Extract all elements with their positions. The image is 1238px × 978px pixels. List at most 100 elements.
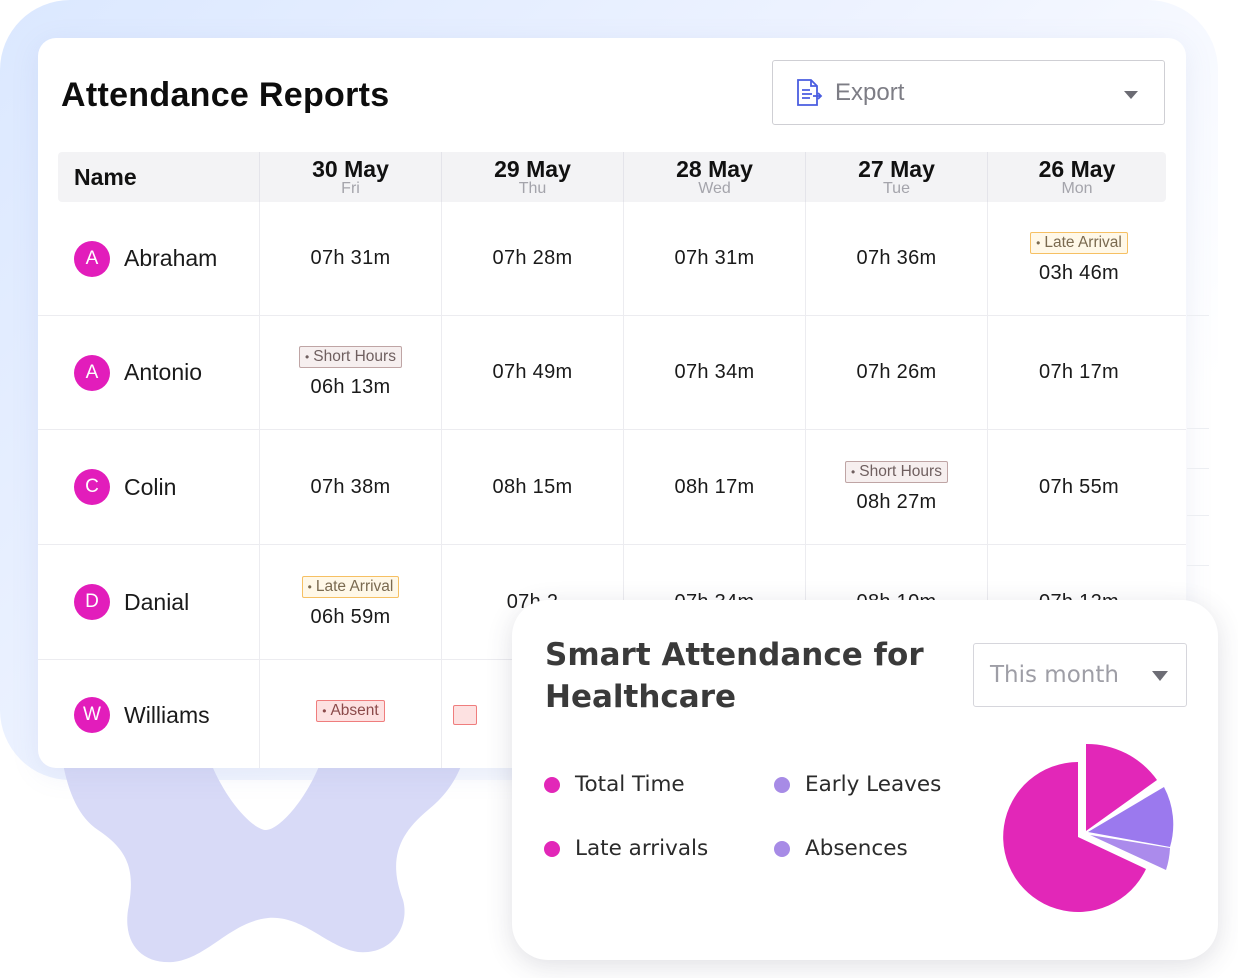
chevron-down-icon [1124,91,1138,99]
header-date: 27 May [858,156,935,182]
legend-label: Late arrivals [575,836,709,861]
attendance-cell[interactable]: 07h 34m [624,316,806,429]
export-dropdown[interactable]: Export [772,60,1165,125]
absent-badge [452,705,477,725]
attendance-cell[interactable]: Absent [260,660,442,768]
header-date: 28 May [676,156,753,182]
legend-absences: Absences [774,836,908,861]
header-date: 29 May [494,156,571,182]
late-arrival-badge: Late Arrival [301,575,400,598]
attendance-cell[interactable]: 07h 28m [442,202,624,315]
chevron-down-icon [1152,671,1168,681]
attendance-cell[interactable]: 08h 15m [442,430,624,544]
legend-dot [544,776,560,793]
page-title: Attendance Reports [61,76,390,114]
date-column-header[interactable]: 30 May Fri [260,152,442,202]
worked-time: 06h 13m [310,376,391,398]
attendance-pie-chart [1003,743,1174,912]
legend-late-arrivals: Late arrivals [544,836,708,861]
late-arrival-badge: Late Arrival [1030,232,1128,254]
worked-time: 07h 38m [310,475,391,498]
short-hours-badge: Short Hours [299,346,402,368]
employee-cell: W Williams [38,660,260,768]
worked-time: 03h 46m [1039,262,1119,284]
legend-label: Total Time [575,772,685,797]
legend-dot [774,776,790,793]
attendance-cell[interactable]: Short Hours 08h 27m [806,430,988,544]
attendance-cell[interactable]: 07h 38m [260,430,442,544]
attendance-cell[interactable]: 07h 26m [806,316,988,429]
worked-time: 07h 26m [856,361,937,383]
background-grid-lines [1187,285,1209,615]
legend-label: Absences [805,836,908,861]
header-weekday: Tue [883,180,910,197]
employee-cell: A Abraham [38,202,260,315]
short-hours-badge: Short Hours [845,460,948,483]
worked-time: 07h 28m [492,247,573,269]
worked-time: 08h 17m [674,475,755,498]
pie-slice-late-arrivals [1086,743,1157,831]
legend-label: Early Leaves [805,772,942,797]
employee-name: Danial [124,588,190,615]
avatar: W [74,697,110,733]
pie-slice-absences [1090,835,1170,870]
worked-time: 07h 31m [674,247,755,269]
attendance-cell[interactable]: 08h 17m [624,430,806,544]
card-title: Smart Attendance for Healthcare [545,637,924,715]
worked-time: 07h 31m [310,247,391,269]
legend-dot [774,840,790,857]
export-label: Export [835,78,905,106]
date-column-header[interactable]: 29 May Thu [442,152,624,202]
employee-name: Antonio [124,359,203,385]
header-weekday: Mon [1061,180,1093,197]
attendance-table-body: A Abraham 07h 31m 07h 28m 07h 31m 07h 36… [38,202,1186,768]
table-row[interactable]: C Colin 07h 38m 08h 15m 08h 17m Short Ho… [38,430,1186,545]
attendance-cell[interactable]: 07h 31m [624,202,806,315]
absent-badge: Absent [316,700,385,722]
table-row[interactable]: A Antonio Short Hours 06h 13m 07h 49m 07… [38,316,1186,430]
date-column-header[interactable]: 27 May Tue [806,152,988,202]
header-date: 26 May [1038,156,1116,182]
employee-name: Williams [124,701,210,728]
name-column-header: Name [58,152,260,202]
attendance-cell[interactable]: 07h 17m [988,316,1170,429]
employee-cell: C Colin [38,430,260,544]
table-row[interactable]: W Williams Absent [38,660,1186,768]
attendance-cell[interactable]: Late Arrival 03h 46m [988,202,1170,315]
table-row[interactable]: A Abraham 07h 31m 07h 28m 07h 31m 07h 36… [38,202,1186,316]
pie-slice-early-leaves [1088,787,1174,847]
worked-time: 07h 34m [674,361,755,383]
worked-time: 07h 55m [1039,475,1119,498]
attendance-cell[interactable]: Late Arrival 06h 59m [260,545,442,659]
period-dropdown[interactable]: This month [973,643,1187,707]
attendance-cell[interactable]: 07h 49m [442,316,624,429]
legend-total-time: Total Time [544,772,685,797]
avatar: A [74,354,110,391]
export-document-icon [797,78,823,106]
header-weekday: Thu [518,180,547,197]
header-weekday: Fri [341,180,360,197]
legend-dot [544,840,560,857]
date-column-header[interactable]: 26 May Mon [988,152,1166,202]
worked-time: 07h 49m [492,361,573,383]
header-weekday: Wed [698,180,731,197]
worked-time: 07h 17m [1039,361,1119,383]
date-column-header[interactable]: 28 May Wed [624,152,806,202]
smart-attendance-card: Smart Attendance for Healthcare This mon… [512,600,1218,960]
attendance-cell[interactable]: Short Hours 06h 13m [260,316,442,429]
worked-time: 08h 15m [492,475,573,498]
attendance-cell[interactable]: 07h 55m [988,430,1170,544]
worked-time: 07h 36m [856,247,937,269]
employee-name: Abraham [124,245,218,271]
attendance-cell[interactable]: 07h 36m [806,202,988,315]
employee-cell: A Antonio [38,316,260,429]
attendance-cell[interactable]: 07h 31m [260,202,442,315]
header-date: 30 May [312,156,389,182]
avatar: C [74,469,110,505]
legend-early-leaves: Early Leaves [774,772,941,797]
table-header: Name 30 May Fri 29 May Thu 28 May Wed 27… [58,152,1166,202]
employee-name: Colin [124,473,177,500]
avatar: D [74,584,110,620]
worked-time: 06h 59m [310,605,391,628]
avatar: A [74,240,110,277]
